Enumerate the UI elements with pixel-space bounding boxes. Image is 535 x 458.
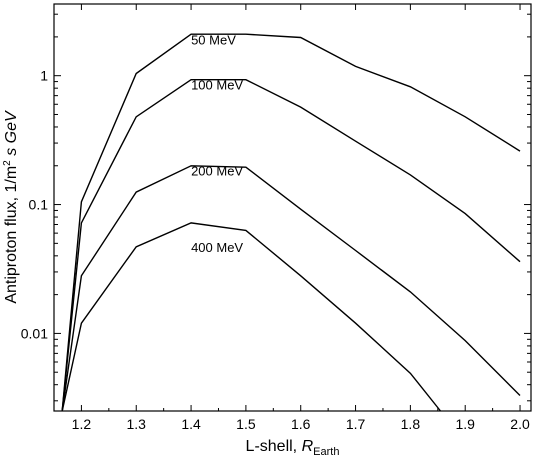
x-tick-label: 1.9 — [455, 416, 475, 432]
x-tick-label: 1.3 — [127, 416, 147, 432]
x-axis-title: L-shell, REarth — [246, 438, 340, 458]
y-tick-label: 1 — [40, 68, 48, 84]
series-line-2 — [61, 165, 521, 412]
y-axis-title: Antiproton flux, 1/m2 s GeV — [2, 110, 20, 304]
y-axis-title-prefix: Antiproton flux, 1/m — [3, 166, 20, 304]
x-tick-label: 1.8 — [401, 416, 421, 432]
plot-border — [53, 3, 532, 412]
x-tick-label: 1.4 — [181, 416, 201, 432]
x-tick-label: 1.5 — [236, 416, 256, 432]
y-tick-label: 0.1 — [29, 197, 49, 213]
series-lines — [61, 33, 521, 412]
x-axis-title-sub: Earth — [313, 446, 339, 458]
series-label-2: 200 MeV — [191, 164, 243, 179]
x-axis-ticks: 1.2 1.3 1.4 1.5 1.6 1.7 1.8 1.9 2.0 — [53, 4, 530, 432]
x-tick-label: 1.6 — [291, 416, 311, 432]
series-label-1: 100 MeV — [191, 78, 243, 93]
y-axis-ticks: 0.01 0.1 1 — [21, 13, 531, 402]
series-line-3 — [61, 222, 442, 412]
x-tick-label: 1.2 — [72, 416, 92, 432]
series-label-3: 400 MeV — [191, 240, 243, 255]
series-line-0 — [61, 33, 521, 412]
x-axis-title-prefix: L-shell, — [246, 438, 302, 455]
series-annotations: 50 MeV 100 MeV 200 MeV 400 MeV — [191, 32, 243, 254]
y-axis-title-sup: 2 — [2, 160, 13, 166]
x-tick-label: 2.0 — [510, 416, 530, 432]
x-axis-title-var: R — [302, 438, 314, 455]
series-label-0: 50 MeV — [191, 32, 236, 47]
plot-frame — [53, 3, 532, 412]
series-line-1 — [61, 78, 521, 412]
y-tick-label: 0.01 — [21, 325, 48, 341]
y-axis-title-suffix: s GeV — [3, 110, 20, 160]
x-tick-label: 1.7 — [346, 416, 366, 432]
